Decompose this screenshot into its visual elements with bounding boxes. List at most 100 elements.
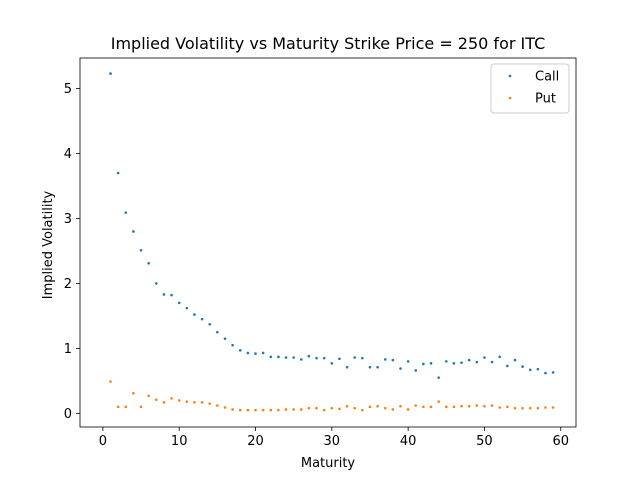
data-point bbox=[452, 362, 456, 365]
data-point bbox=[483, 404, 486, 408]
data-point bbox=[116, 171, 120, 175]
data-point bbox=[200, 317, 204, 321]
data-point bbox=[513, 406, 517, 410]
data-point bbox=[391, 358, 395, 362]
x-tick-label: 50 bbox=[476, 434, 493, 449]
data-point bbox=[467, 358, 471, 362]
data-point bbox=[551, 406, 555, 409]
data-point bbox=[238, 408, 242, 412]
x-tick-label: 0 bbox=[99, 434, 107, 449]
data-point bbox=[330, 362, 334, 365]
data-point bbox=[338, 407, 341, 411]
plot-area bbox=[79, 57, 577, 428]
data-point bbox=[223, 337, 227, 340]
data-point bbox=[353, 356, 357, 359]
legend-item-call: Call bbox=[508, 70, 559, 85]
data-point bbox=[383, 406, 387, 410]
data-point bbox=[139, 248, 143, 252]
chart-title: Implied Volatility vs Maturity Strike Pr… bbox=[111, 34, 546, 53]
data-point bbox=[322, 408, 326, 412]
y-tick-label: 4 bbox=[64, 147, 72, 162]
data-point bbox=[536, 367, 540, 371]
data-point bbox=[551, 371, 555, 374]
data-point bbox=[338, 357, 341, 361]
data-point bbox=[353, 406, 357, 410]
x-tick-label: 60 bbox=[552, 434, 569, 449]
data-point bbox=[437, 376, 440, 379]
series-put bbox=[109, 380, 555, 412]
data-point bbox=[528, 406, 532, 410]
x-tick-label: 40 bbox=[400, 434, 417, 449]
data-point bbox=[116, 405, 120, 409]
data-point bbox=[193, 401, 196, 404]
data-point bbox=[544, 406, 547, 409]
legend: Call Put bbox=[490, 63, 570, 114]
data-point bbox=[170, 293, 173, 297]
data-point bbox=[261, 351, 265, 355]
y-tick-label: 0 bbox=[64, 407, 72, 422]
data-point bbox=[299, 408, 303, 411]
data-point bbox=[444, 360, 448, 363]
data-point bbox=[246, 408, 250, 412]
data-point bbox=[147, 261, 150, 265]
data-point bbox=[246, 351, 250, 355]
data-point bbox=[139, 405, 143, 409]
data-point bbox=[162, 401, 166, 404]
data-point bbox=[475, 404, 479, 407]
data-point bbox=[498, 355, 501, 359]
data-point bbox=[124, 211, 128, 214]
data-point bbox=[414, 404, 418, 407]
data-point bbox=[406, 360, 410, 363]
y-tick-label: 3 bbox=[64, 212, 72, 227]
data-point bbox=[231, 343, 234, 347]
legend-marker bbox=[508, 74, 512, 78]
data-point bbox=[460, 404, 463, 408]
data-point bbox=[299, 358, 303, 361]
x-axis: 0 10 20 30 40 50 60 bbox=[99, 427, 569, 449]
data-point bbox=[444, 405, 448, 409]
data-point bbox=[330, 406, 334, 410]
data-point bbox=[399, 367, 402, 370]
data-point bbox=[528, 368, 532, 372]
data-point bbox=[391, 408, 395, 411]
data-point bbox=[254, 408, 257, 412]
data-point bbox=[170, 397, 173, 400]
x-tick-label: 30 bbox=[324, 434, 341, 449]
data-point bbox=[223, 406, 227, 409]
data-point bbox=[307, 406, 311, 410]
data-point bbox=[162, 293, 166, 296]
data-point bbox=[277, 408, 280, 412]
data-point bbox=[132, 391, 135, 395]
data-point bbox=[200, 401, 204, 404]
data-point bbox=[506, 405, 509, 409]
data-point bbox=[437, 400, 440, 403]
data-point bbox=[368, 365, 372, 369]
data-point bbox=[147, 394, 150, 398]
y-axis: 0 1 2 3 4 5 bbox=[64, 82, 80, 422]
data-point bbox=[315, 406, 318, 410]
series-layer bbox=[109, 72, 555, 412]
data-point bbox=[521, 406, 524, 410]
data-point bbox=[460, 361, 463, 364]
legend-item-put: Put bbox=[508, 92, 556, 107]
y-tick-label: 1 bbox=[64, 342, 72, 357]
data-point bbox=[208, 323, 212, 326]
data-point bbox=[284, 356, 288, 359]
data-point bbox=[406, 408, 410, 411]
data-point bbox=[124, 405, 128, 409]
data-point bbox=[513, 358, 517, 362]
data-point bbox=[216, 404, 219, 407]
data-point bbox=[361, 408, 364, 412]
data-point bbox=[315, 356, 318, 360]
data-point bbox=[216, 330, 219, 334]
data-point bbox=[238, 349, 242, 352]
data-point bbox=[467, 404, 471, 408]
data-point bbox=[429, 405, 433, 409]
data-point bbox=[109, 380, 112, 383]
y-tick-label: 5 bbox=[64, 82, 72, 97]
data-point bbox=[544, 371, 547, 375]
x-tick-label: 10 bbox=[171, 434, 188, 449]
data-point bbox=[261, 408, 265, 412]
data-point bbox=[521, 365, 524, 368]
